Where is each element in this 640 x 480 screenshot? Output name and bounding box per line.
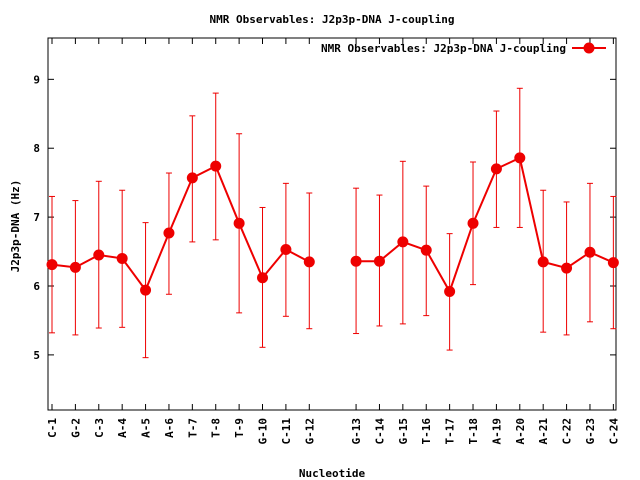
- plot-frame: [47, 37, 617, 411]
- x-tick-label: T-18: [467, 418, 480, 445]
- chart-title: NMR Observables: J2p3p-DNA J-coupling: [209, 13, 454, 26]
- x-tick-label: G-23: [584, 418, 597, 445]
- x-tick-label: C-1: [46, 418, 59, 438]
- x-tick-label: G-12: [303, 418, 316, 445]
- legend: NMR Observables: J2p3p-DNA J-coupling: [321, 42, 606, 55]
- data-point: [584, 246, 596, 258]
- y-tick-label: 9: [33, 73, 40, 86]
- data-point: [186, 172, 198, 184]
- x-axis-label: Nucleotide: [299, 467, 366, 480]
- x-tick-label: A-4: [116, 418, 129, 438]
- data-point: [373, 255, 385, 267]
- x-tick-label: C-22: [561, 418, 574, 445]
- x-tick-label: A-21: [537, 418, 550, 445]
- data-point: [444, 286, 456, 298]
- x-tick-label: G-10: [257, 418, 270, 445]
- legend-marker: [583, 42, 595, 54]
- x-tick-label: A-5: [140, 418, 153, 438]
- x-tick-label: C-3: [93, 418, 106, 438]
- data-point: [350, 255, 362, 267]
- y-tick-label: 8: [33, 142, 40, 155]
- x-tick-label: G-15: [397, 418, 410, 445]
- data-point: [140, 284, 152, 296]
- x-tick-label: T-16: [420, 418, 433, 445]
- x-tick-label: C-24: [607, 418, 620, 445]
- x-tick-label: A-19: [490, 418, 503, 445]
- x-tick-label: C-14: [373, 418, 386, 445]
- series-line: [51, 164, 310, 293]
- y-axis-label: J2p3p-DNA (Hz): [9, 180, 22, 273]
- data-point: [163, 227, 175, 239]
- x-tick-label: C-11: [280, 418, 293, 445]
- data-point: [420, 244, 432, 256]
- data-point: [280, 243, 292, 255]
- data-point: [467, 217, 479, 229]
- data-point: [607, 257, 619, 269]
- data-point: [46, 259, 58, 271]
- plot-area: 5 6 7 8 9 C-1 G-2 C-3 A-4 A-5 A-6 T-7 T-8 T-9 G-10 C-11…: [33, 37, 620, 445]
- data-point: [303, 256, 315, 268]
- data-point: [69, 261, 81, 273]
- x-tick-label: T-7: [186, 418, 199, 438]
- y-tick-label: 6: [33, 280, 40, 293]
- x-tick-label: G-2: [69, 418, 82, 438]
- series-line: [356, 156, 614, 294]
- x-tick-label: T-8: [210, 418, 223, 438]
- data-point: [561, 262, 573, 274]
- data-point: [210, 160, 222, 172]
- data-point: [514, 152, 526, 164]
- data-point: [537, 256, 549, 268]
- data-point: [233, 217, 245, 229]
- data-point: [397, 236, 409, 248]
- data-point: [257, 272, 269, 284]
- data-point: [93, 249, 105, 261]
- x-tick-label: T-9: [233, 418, 246, 438]
- x-tick-label: A-20: [514, 418, 527, 445]
- x-tick-label: G-13: [350, 418, 363, 445]
- y-tick-label: 5: [33, 349, 40, 362]
- data-point: [116, 252, 128, 264]
- x-tick-label: T-17: [444, 418, 457, 445]
- data-point: [490, 163, 502, 175]
- y-tick-label: 7: [33, 211, 40, 224]
- x-tick-label: A-6: [163, 418, 176, 438]
- legend-label: NMR Observables: J2p3p-DNA J-coupling: [321, 42, 566, 55]
